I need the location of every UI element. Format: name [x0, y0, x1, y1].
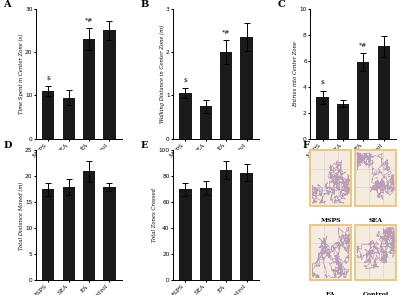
Bar — [42, 189, 54, 280]
Bar — [200, 106, 212, 139]
Bar — [378, 47, 390, 139]
Text: $: $ — [320, 81, 324, 86]
Bar — [337, 104, 349, 139]
Text: *#: *# — [359, 43, 368, 48]
Y-axis label: Total Distance Moved (m): Total Distance Moved (m) — [18, 181, 24, 250]
Bar — [357, 62, 370, 139]
Bar — [83, 171, 95, 280]
Y-axis label: Total Zones Crossed: Total Zones Crossed — [152, 188, 157, 242]
Text: *#: *# — [222, 30, 230, 35]
Bar — [42, 91, 54, 139]
Text: Control: Control — [362, 292, 389, 295]
Y-axis label: Entries into Center Zone: Entries into Center Zone — [293, 41, 298, 107]
Bar — [179, 93, 192, 139]
Bar — [179, 189, 192, 280]
Text: E: E — [140, 141, 148, 150]
Text: D: D — [4, 141, 12, 150]
Bar — [240, 173, 253, 280]
Bar — [83, 39, 95, 139]
Text: $: $ — [183, 78, 187, 83]
Bar — [220, 52, 232, 139]
Bar — [200, 188, 212, 280]
Text: $: $ — [46, 76, 50, 81]
Bar — [62, 98, 75, 139]
Bar — [240, 37, 253, 139]
Y-axis label: Walking Distance in Center Zone (m): Walking Distance in Center Zone (m) — [159, 25, 164, 123]
Text: EA: EA — [326, 292, 336, 295]
Text: *#: *# — [85, 18, 93, 23]
Text: B: B — [140, 0, 149, 9]
Text: MSPS: MSPS — [320, 218, 341, 223]
Text: SEA: SEA — [368, 218, 383, 223]
Y-axis label: Time Spent in Center Zone (s): Time Spent in Center Zone (s) — [18, 34, 24, 114]
Bar — [62, 187, 75, 280]
Bar — [220, 170, 232, 280]
Bar — [103, 30, 116, 139]
Text: C: C — [278, 0, 286, 9]
Bar — [316, 97, 329, 139]
Bar — [103, 187, 116, 280]
Text: F: F — [302, 140, 309, 150]
Text: A: A — [4, 0, 11, 9]
